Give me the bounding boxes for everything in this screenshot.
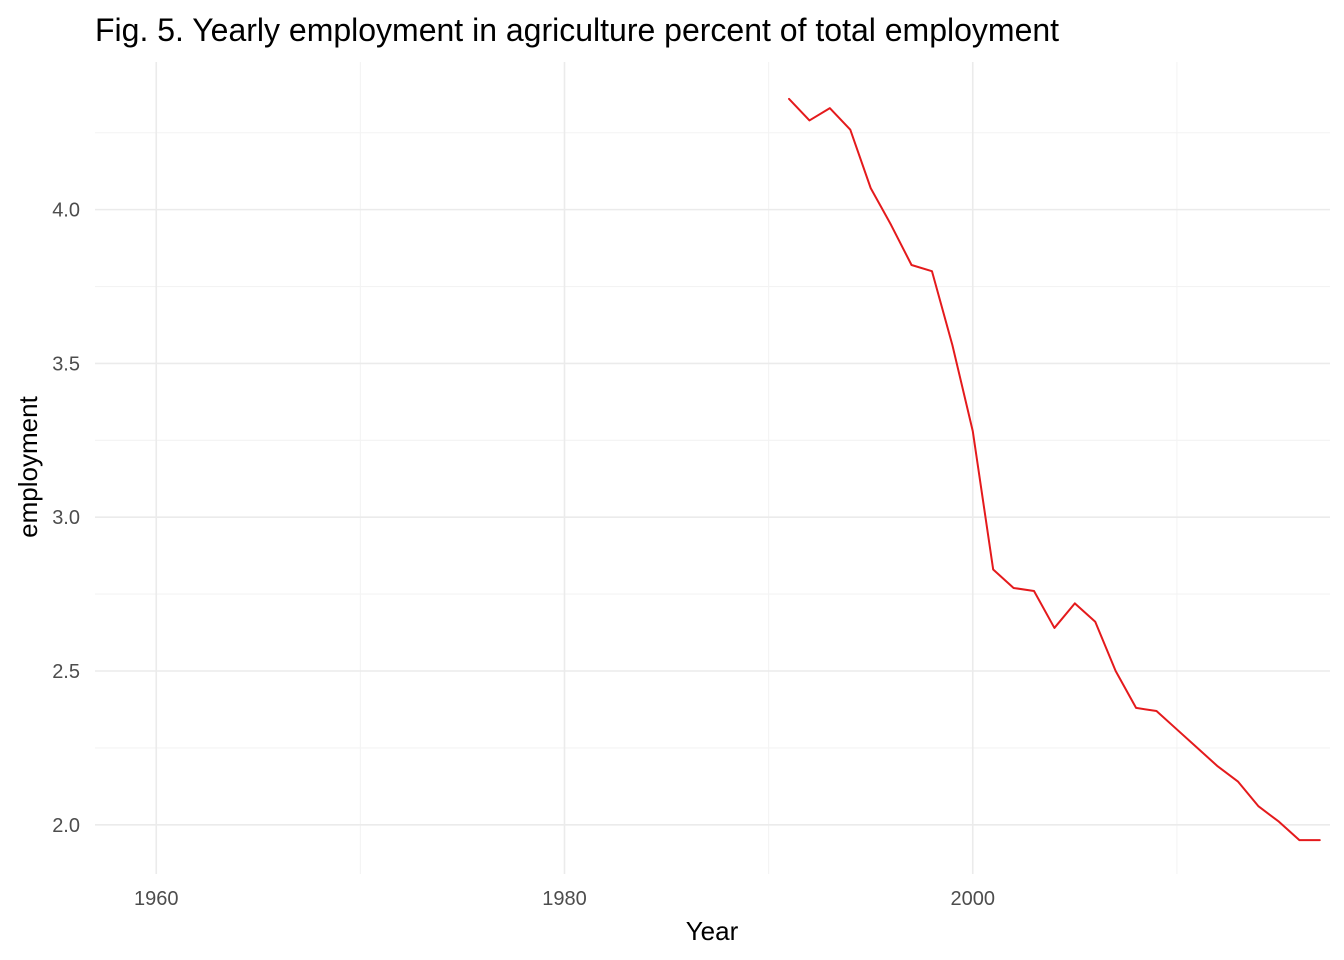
minor-gridlines — [95, 62, 1330, 874]
y-axis-title: employment — [13, 395, 43, 537]
series-layer — [788, 97, 1321, 842]
y-tick-label: 3.5 — [52, 353, 80, 375]
series-line-0 — [788, 97, 1321, 842]
x-axis-title: Year — [686, 916, 739, 946]
x-tick-label: 1980 — [542, 888, 587, 910]
y-tick-label: 2.0 — [52, 815, 80, 837]
y-tick-label: 2.5 — [52, 661, 80, 683]
x-tick-label: 1960 — [134, 888, 179, 910]
y-axis-tick-labels: 2.0 2.5 3.0 3.5 4.0 — [52, 200, 80, 837]
x-tick-label: 2000 — [951, 888, 996, 910]
x-axis-tick-labels: 1960 1980 2000 — [134, 888, 995, 910]
major-gridlines — [95, 62, 1330, 874]
y-tick-label: 4.0 — [52, 200, 80, 222]
y-tick-label: 3.0 — [52, 507, 80, 529]
chart-title: Fig. 5. Yearly employment in agriculture… — [95, 12, 1059, 48]
